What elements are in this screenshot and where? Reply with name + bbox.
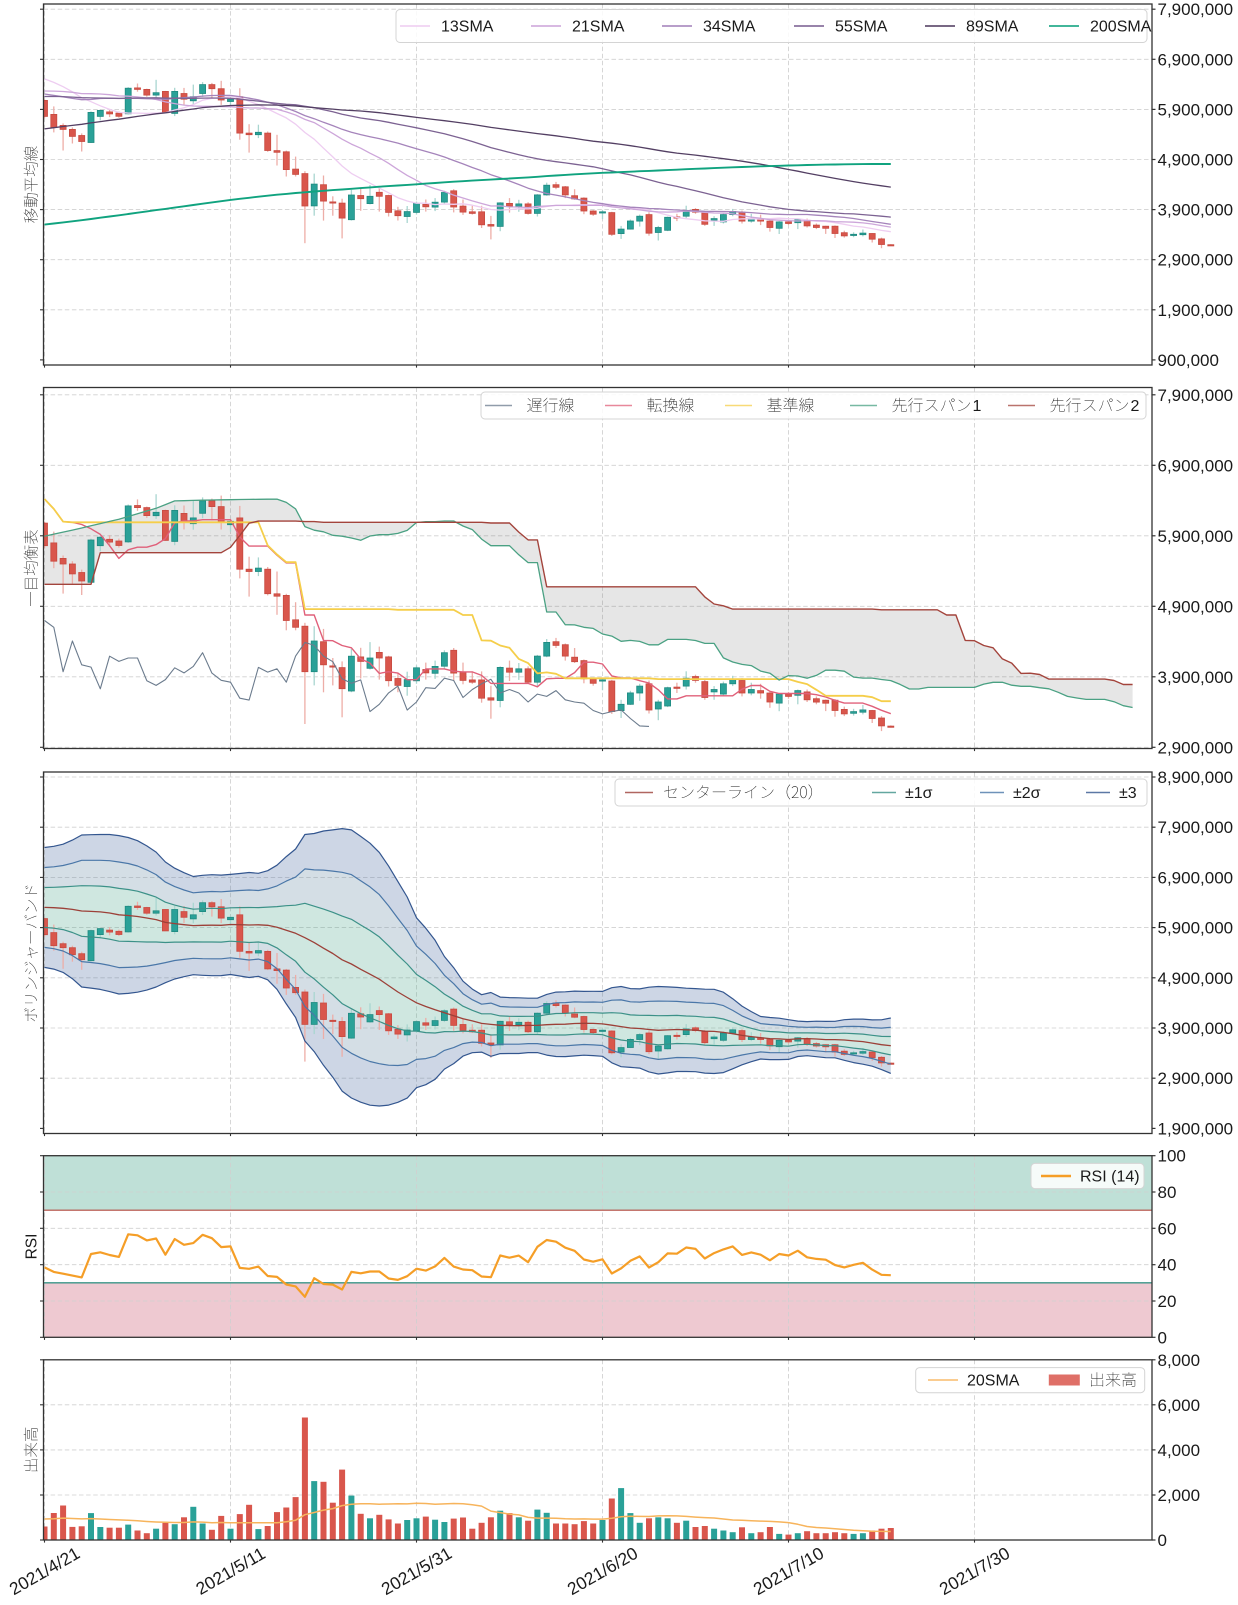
svg-text:2,900,000: 2,900,000 <box>1158 251 1234 270</box>
svg-text:34SMA: 34SMA <box>703 19 756 36</box>
svg-text:13SMA: 13SMA <box>441 19 494 36</box>
svg-text:6,900,000: 6,900,000 <box>1158 50 1234 69</box>
svg-text:±1σ: ±1σ <box>905 785 933 802</box>
svg-text:8,000: 8,000 <box>1158 1351 1201 1370</box>
svg-text:4,000: 4,000 <box>1158 1441 1201 1460</box>
svg-text:±3: ±3 <box>1119 785 1137 802</box>
svg-text:1: 1 <box>973 398 982 415</box>
svg-text:40: 40 <box>1158 1256 1177 1275</box>
svg-text:RSI (14): RSI (14) <box>1080 1169 1140 1186</box>
svg-text:0: 0 <box>1158 1531 1167 1550</box>
svg-text:4,900,000: 4,900,000 <box>1158 969 1234 988</box>
svg-text:4,900,000: 4,900,000 <box>1158 151 1234 170</box>
svg-text:7,900,000: 7,900,000 <box>1158 386 1234 405</box>
svg-text:3,900,000: 3,900,000 <box>1158 1019 1234 1038</box>
svg-text:7,900,000: 7,900,000 <box>1158 818 1234 837</box>
svg-text:2,900,000: 2,900,000 <box>1158 738 1234 757</box>
svg-text:2: 2 <box>1131 398 1140 415</box>
svg-text:RSI: RSI <box>24 1234 41 1260</box>
svg-text:89SMA: 89SMA <box>966 19 1019 36</box>
svg-text:4,900,000: 4,900,000 <box>1158 597 1234 616</box>
svg-text:60: 60 <box>1158 1219 1177 1238</box>
svg-text:5,900,000: 5,900,000 <box>1158 527 1234 546</box>
svg-text:0: 0 <box>1158 1328 1167 1347</box>
svg-text:55SMA: 55SMA <box>835 19 888 36</box>
svg-text:5,900,000: 5,900,000 <box>1158 100 1234 119</box>
svg-text:3,900,000: 3,900,000 <box>1158 201 1234 220</box>
svg-text:20: 20 <box>1158 1292 1177 1311</box>
svg-text:8,900,000: 8,900,000 <box>1158 768 1234 787</box>
svg-text:6,000: 6,000 <box>1158 1396 1201 1415</box>
svg-text:2,000: 2,000 <box>1158 1486 1201 1505</box>
svg-text:200SMA: 200SMA <box>1090 19 1152 36</box>
svg-text:80: 80 <box>1158 1183 1177 1202</box>
svg-text:100: 100 <box>1158 1147 1186 1166</box>
svg-text:20SMA: 20SMA <box>967 1373 1020 1390</box>
svg-text:3,900,000: 3,900,000 <box>1158 668 1234 687</box>
svg-text:6,900,000: 6,900,000 <box>1158 456 1234 475</box>
svg-text:6,900,000: 6,900,000 <box>1158 868 1234 887</box>
svg-text:21SMA: 21SMA <box>572 19 625 36</box>
svg-text:1,900,000: 1,900,000 <box>1158 301 1234 320</box>
svg-text:5,900,000: 5,900,000 <box>1158 919 1234 938</box>
svg-text:900,000: 900,000 <box>1158 351 1219 370</box>
svg-text:1,900,000: 1,900,000 <box>1158 1119 1234 1138</box>
svg-text:±2σ: ±2σ <box>1013 785 1041 802</box>
svg-text:7,900,000: 7,900,000 <box>1158 0 1234 19</box>
svg-text:2,900,000: 2,900,000 <box>1158 1069 1234 1088</box>
